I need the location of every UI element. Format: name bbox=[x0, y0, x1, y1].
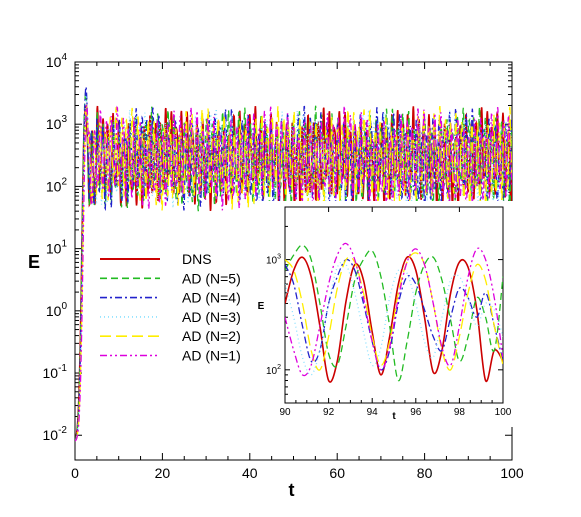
y-tick-label: 103 bbox=[46, 114, 68, 132]
inset-plot: 90 92 94 96 98 100 102 103 t E bbox=[255, 201, 513, 427]
main-series-line bbox=[75, 102, 512, 442]
legend-label: AD (N=2) bbox=[182, 328, 241, 344]
x-tick-label: 60 bbox=[329, 465, 345, 481]
inset-y-tick-label: 103 bbox=[266, 254, 281, 267]
y-tick-label: 100 bbox=[46, 301, 68, 319]
inset-x-tick-label: 92 bbox=[323, 407, 335, 418]
inset-x-tick-label: 90 bbox=[279, 407, 291, 418]
inset-series-line bbox=[285, 261, 503, 376]
inset-x-axis-title: t bbox=[392, 411, 396, 422]
y-tick-label: 10-1 bbox=[43, 363, 68, 381]
legend-label: AD (N=3) bbox=[182, 309, 241, 325]
legend-label: DNS bbox=[182, 251, 212, 267]
y-tick-label: 101 bbox=[46, 239, 68, 257]
inset-series-line bbox=[285, 255, 503, 383]
legend-label: AD (N=1) bbox=[182, 348, 241, 364]
inset-series-line bbox=[285, 252, 503, 371]
legend: DNS AD (N=5) AD (N=4) AD (N=3) AD (N=2) AD (N… bbox=[100, 251, 241, 364]
y-tick-label: 104 bbox=[46, 52, 68, 70]
x-axis-title: t bbox=[289, 480, 295, 500]
legend-label: AD (N=5) bbox=[182, 270, 241, 286]
inset-background bbox=[255, 201, 513, 427]
main-plot: 0 20 40 60 80 100 10-2 10-1 100 101 102 103 104 t E bbox=[28, 52, 524, 500]
y-tick-label: 102 bbox=[46, 176, 68, 194]
inset-series-line bbox=[285, 244, 503, 382]
inset-x-tick-label: 94 bbox=[367, 407, 379, 418]
x-tick-label: 20 bbox=[155, 465, 171, 481]
inset-y-tick-label: 102 bbox=[266, 364, 281, 377]
main-series-line bbox=[75, 104, 512, 442]
x-tick-label: 0 bbox=[71, 465, 79, 481]
inset-y-axis-title: E bbox=[258, 301, 265, 312]
y-tick-label: 10-2 bbox=[43, 425, 68, 443]
x-tick-label: 100 bbox=[500, 465, 524, 481]
main-series-line bbox=[75, 94, 512, 442]
x-tick-label: 80 bbox=[417, 465, 433, 481]
y-axis-title: E bbox=[28, 252, 40, 272]
inset-series-line bbox=[285, 242, 503, 377]
legend-label: AD (N=4) bbox=[182, 290, 241, 306]
x-tick-label: 40 bbox=[242, 465, 258, 481]
inset-x-tick-label: 100 bbox=[495, 407, 512, 418]
inset-x-tick-label: 96 bbox=[410, 407, 422, 418]
inset-x-tick-label: 98 bbox=[454, 407, 466, 418]
